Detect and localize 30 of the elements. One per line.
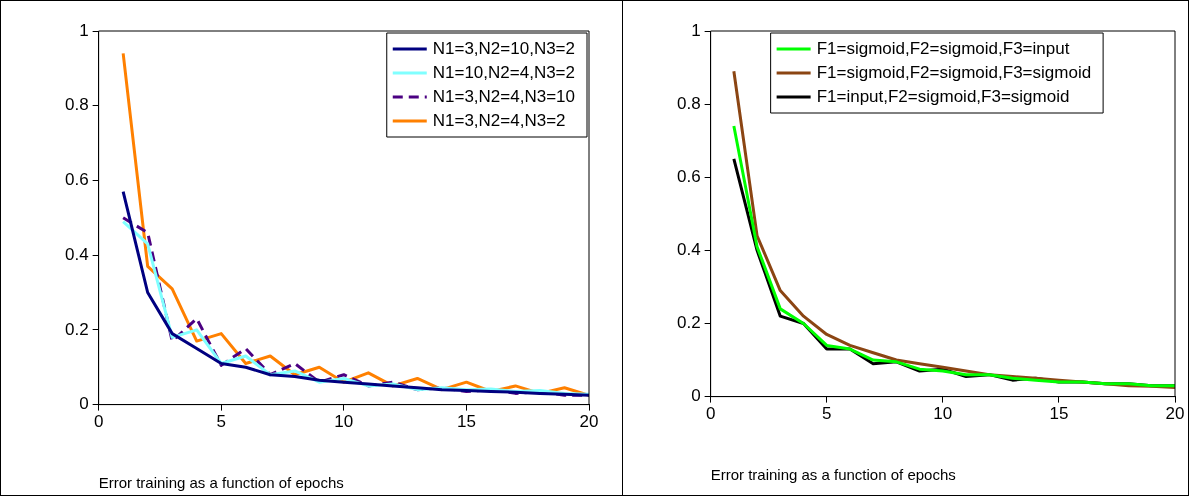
y-tick-label: 0.2 <box>64 319 89 339</box>
y-tick-label: 1 <box>79 20 89 40</box>
x-tick-label: 15 <box>456 412 476 432</box>
legend-label: F1=input,F2=sigmoid,F3=sigmoid <box>816 86 1070 106</box>
y-tick-label: 0.2 <box>676 313 701 333</box>
x-tick-label: 15 <box>1049 404 1069 424</box>
x-axis-title: Error training as a function of epochs <box>98 474 344 492</box>
y-tick-label: 0.4 <box>676 240 701 260</box>
legend-label: N1=3,N2=10,N3=2 <box>432 38 576 58</box>
legend-label: N1=10,N2=4,N3=2 <box>432 62 576 82</box>
x-tick-label: 20 <box>579 412 599 432</box>
x-axis-title: Error training as a function of epochs <box>710 466 956 484</box>
y-tick-label: 0.8 <box>64 95 89 115</box>
x-tick-label: 0 <box>705 404 716 424</box>
y-tick-label: 0.8 <box>676 93 701 113</box>
y-tick-label: 1 <box>691 20 701 40</box>
x-tick-label: 20 <box>1165 404 1185 424</box>
x-tick-label: 5 <box>821 404 832 424</box>
x-tick-label: 5 <box>216 412 226 432</box>
x-tick-label: 10 <box>933 404 953 424</box>
y-tick-label: 0.6 <box>676 166 701 186</box>
legend-label: F1=sigmoid,F2=sigmoid,F3=input <box>816 38 1070 58</box>
legend-label: N1=3,N2=4,N3=10 <box>432 86 576 106</box>
y-tick-label: 0 <box>691 386 701 406</box>
y-tick-label: 0.4 <box>64 244 89 264</box>
x-tick-label: 0 <box>93 412 104 432</box>
x-tick-label: 10 <box>334 412 354 432</box>
legend-label: N1=3,N2=4,N3=2 <box>432 110 566 130</box>
legend-label: F1=sigmoid,F2=sigmoid,F3=sigmoid <box>816 62 1092 82</box>
y-tick-label: 0.6 <box>64 170 89 190</box>
